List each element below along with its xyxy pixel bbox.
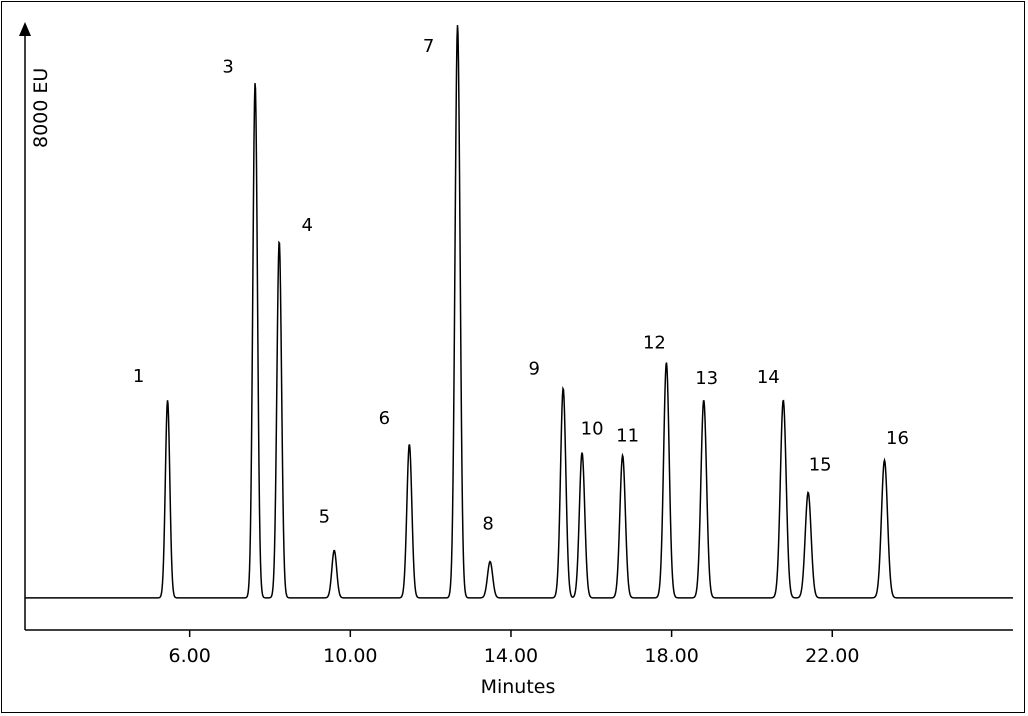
- peak-label-10: 10: [581, 419, 604, 440]
- peak-label-7: 7: [423, 36, 434, 57]
- peak-label-14: 14: [757, 367, 780, 388]
- peak-label-16: 16: [886, 428, 909, 449]
- x-tick-label: 18.00: [644, 645, 698, 667]
- peak-label-8: 8: [482, 514, 493, 535]
- peak-label-13: 13: [695, 368, 718, 389]
- x-tick-label: 6.00: [169, 645, 211, 667]
- x-axis-title: Minutes: [481, 676, 556, 698]
- x-tick-label: 14.00: [484, 645, 538, 667]
- peak-label-9: 9: [528, 358, 539, 379]
- x-ticks: 6.00 10.00 14.00 18.00 22.00: [169, 630, 859, 667]
- peak-label-1: 1: [133, 366, 144, 387]
- peak-label-5: 5: [319, 506, 330, 527]
- chromatogram-trace: [25, 25, 1013, 599]
- y-axis-arrow: [19, 22, 31, 36]
- peak-label-12: 12: [643, 332, 666, 353]
- x-tick-label: 22.00: [805, 645, 859, 667]
- peak-label-4: 4: [301, 215, 312, 236]
- x-tick-label: 10.00: [323, 645, 377, 667]
- peak-label-3: 3: [222, 56, 233, 77]
- peak-label-15: 15: [809, 454, 832, 475]
- peak-label-11: 11: [616, 425, 639, 446]
- y-axis-title: 8000 EU: [30, 68, 52, 148]
- peak-label-6: 6: [379, 408, 390, 429]
